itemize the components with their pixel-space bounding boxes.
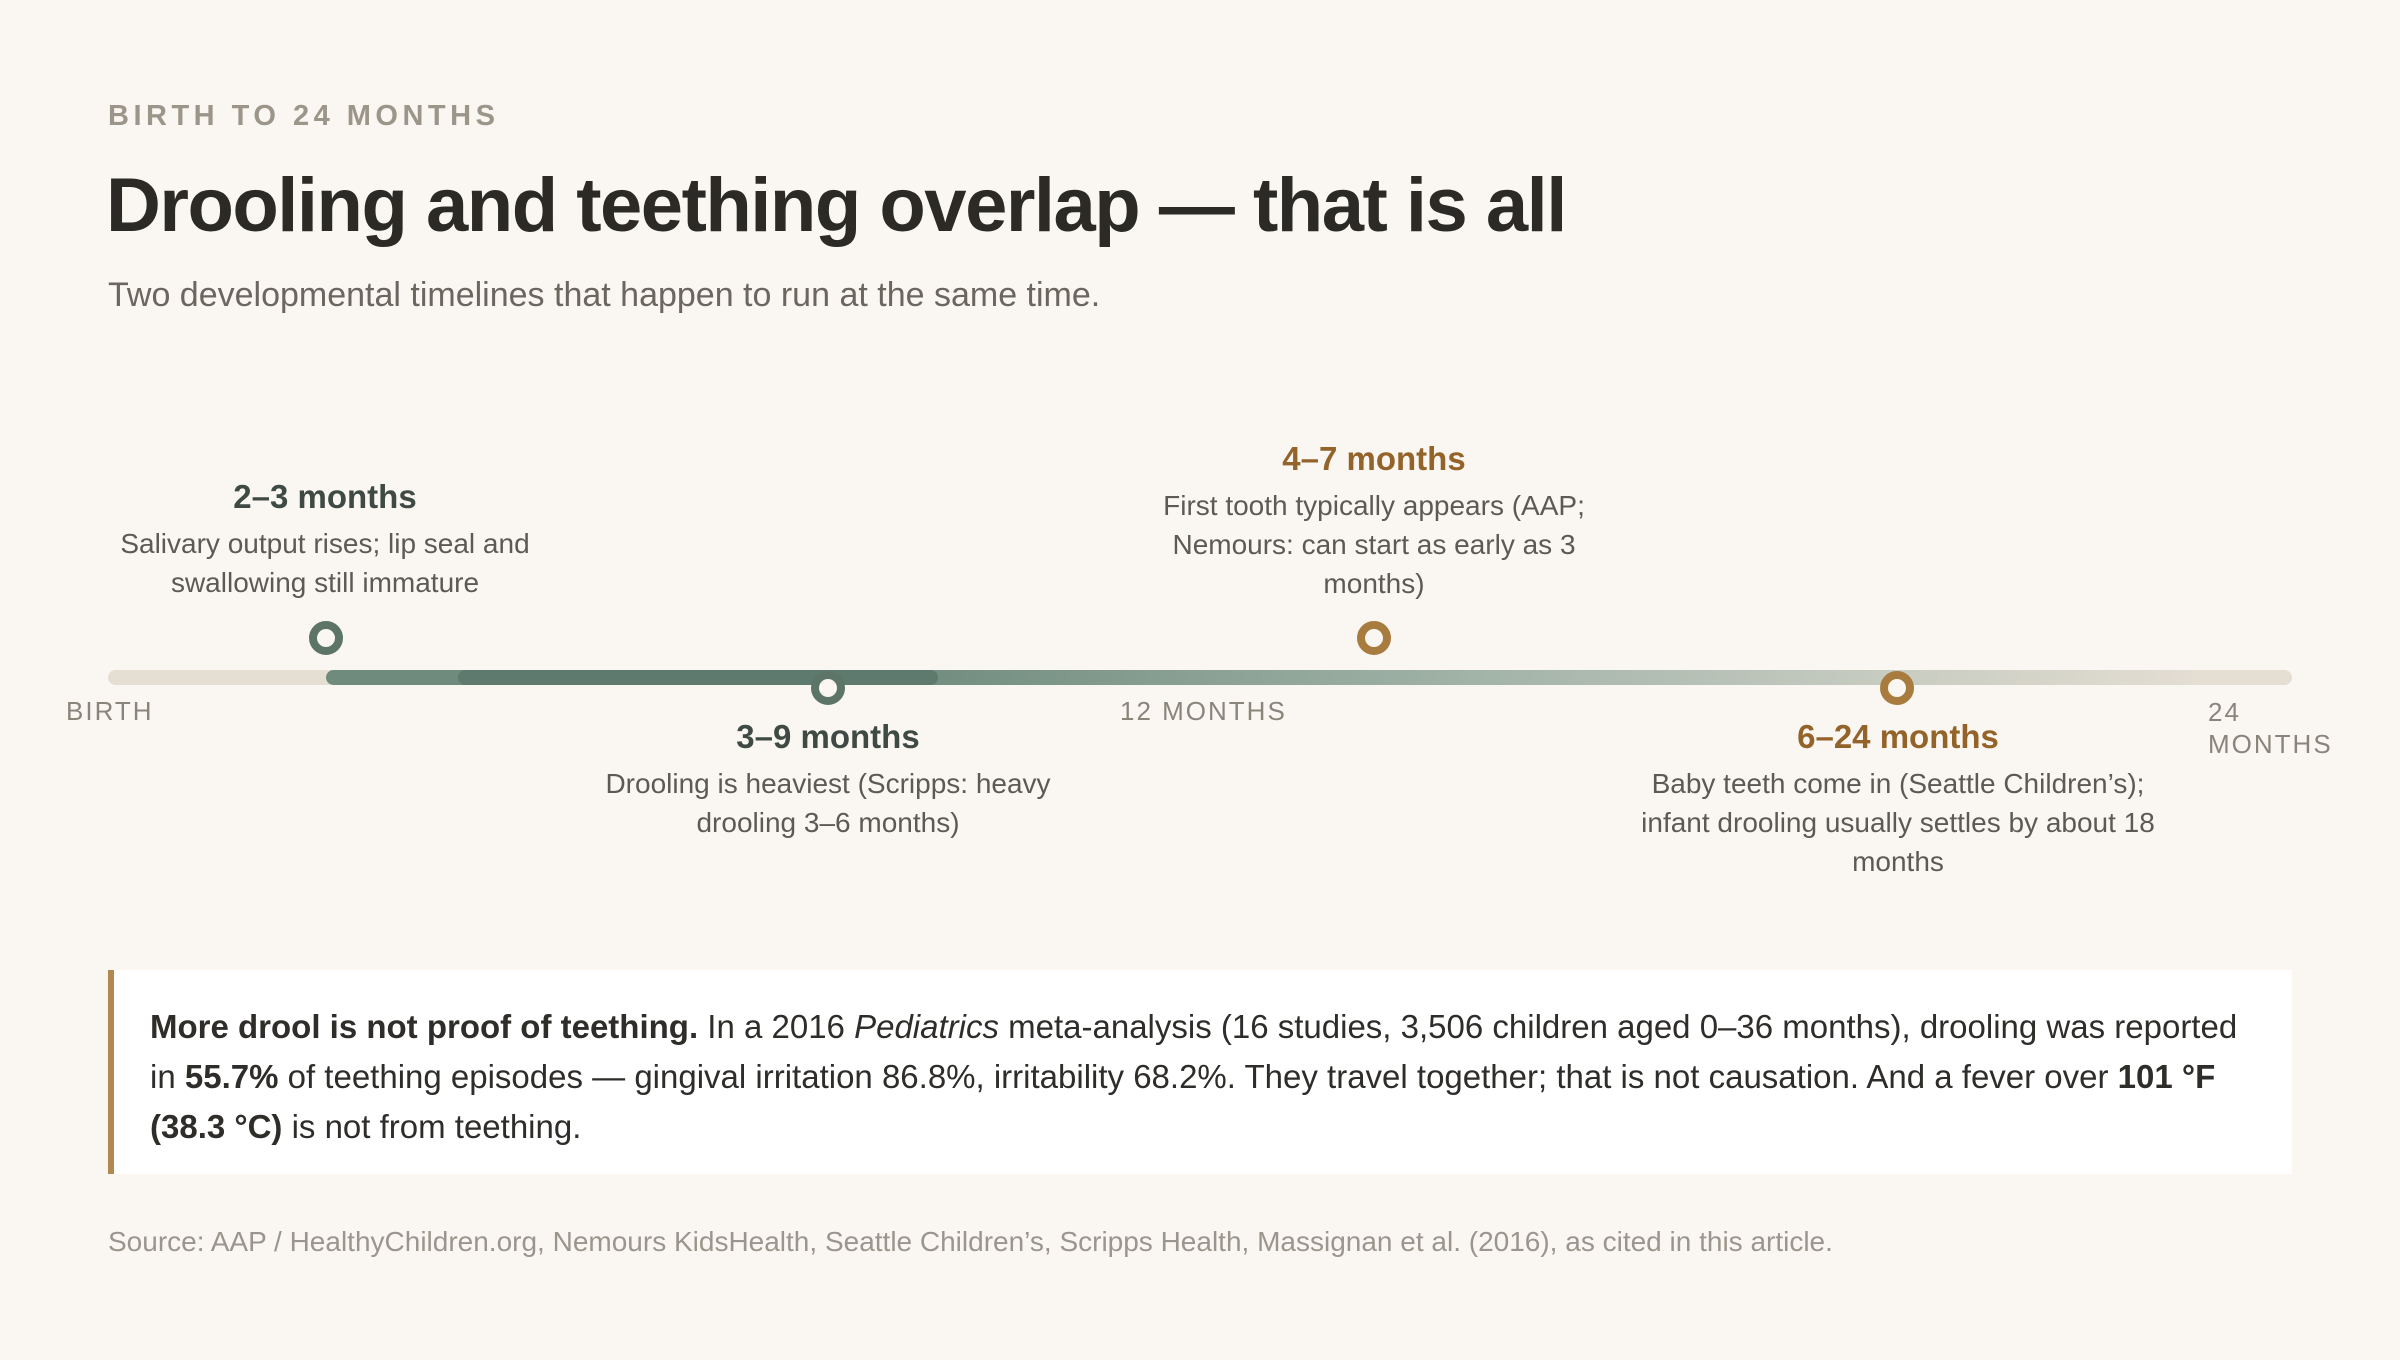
event-4-7-months: 4–7 months First tooth typically appears… <box>1124 440 1624 603</box>
timeline-diagram: 2–3 months Salivary output rises; lip se… <box>60 440 2333 881</box>
event-3-9-months: 3–9 months Drooling is heaviest (Scripps… <box>560 718 1096 842</box>
event-marker-3-9-months <box>811 671 845 705</box>
axis-label-24-line2: MONTHS <box>2208 729 2333 759</box>
axis-label-24-months: 24 MONTHS <box>2208 696 2333 760</box>
heavy-drooling-range-bar <box>458 670 938 685</box>
event-description: First tooth typically appears (AAP; Nemo… <box>1163 490 1585 599</box>
callout-lead: More drool is not proof of teething. <box>150 1008 699 1045</box>
event-title: 6–24 months <box>1797 718 1999 755</box>
event-marker-4-7-months <box>1357 621 1391 655</box>
axis-label-12-months: 12 MONTHS <box>1120 696 1287 726</box>
callout-text-4: is not from teething. <box>282 1108 582 1145</box>
event-description: Baby teeth come in (Seattle Children’s);… <box>1641 768 2155 877</box>
callout-text-1: In a 2016 <box>698 1008 855 1045</box>
eyebrow-label: BIRTH TO 24 MONTHS <box>108 100 500 132</box>
callout-text-2: meta-analysis (16 studies, 3,506 childre… <box>150 1008 2238 1095</box>
axis-label-birth: BIRTH <box>66 696 154 726</box>
callout-percent: 55.7% <box>184 1058 279 1095</box>
event-title: 2–3 months <box>233 478 417 515</box>
callout-text-3: of teething episodes — gingival irritati… <box>278 1058 2118 1095</box>
event-description: Salivary output rises; lip seal and swal… <box>120 528 530 598</box>
callout-box: More drool is not proof of teething. In … <box>108 970 2292 1174</box>
event-title: 3–9 months <box>736 718 920 755</box>
event-description: Drooling is heaviest (Scripps: heavy dro… <box>605 768 1051 838</box>
event-2-3-months: 2–3 months Salivary output rises; lip se… <box>60 478 590 602</box>
axis-label-24-line1: 24 <box>2208 697 2241 727</box>
event-marker-2-3-months <box>309 621 343 655</box>
event-marker-6-24-months <box>1880 671 1914 705</box>
callout-journal: Pediatrics <box>854 1008 999 1045</box>
event-title: 4–7 months <box>1282 440 1466 477</box>
callout-fever: 101 °F (38.3 °C) <box>150 1058 2216 1145</box>
page-subtitle: Two developmental timelines that happen … <box>108 276 1101 314</box>
page-title: Drooling and teething overlap — that is … <box>106 163 1567 248</box>
source-note: Source: AAP / HealthyChildren.org, Nemou… <box>108 1226 1833 1257</box>
event-6-24-months: 6–24 months Baby teeth come in (Seattle … <box>1640 718 2156 881</box>
